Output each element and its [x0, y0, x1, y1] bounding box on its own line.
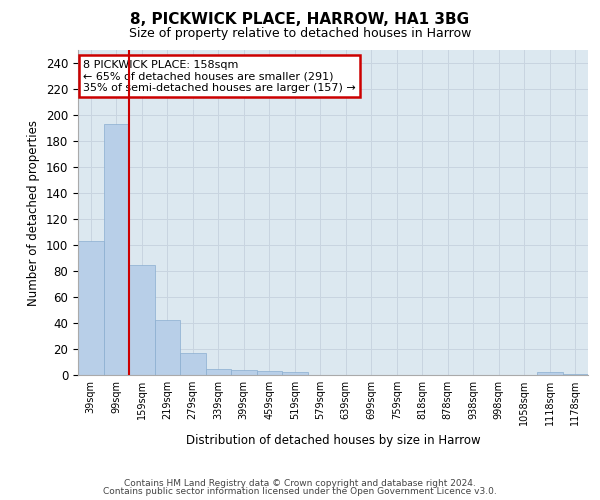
Bar — [231, 370, 257, 375]
Bar — [257, 371, 282, 375]
Bar — [155, 320, 180, 375]
Bar — [205, 368, 231, 375]
Bar — [282, 372, 308, 375]
Bar — [563, 374, 588, 375]
Bar — [180, 353, 205, 375]
X-axis label: Distribution of detached houses by size in Harrow: Distribution of detached houses by size … — [185, 434, 481, 446]
Text: 8 PICKWICK PLACE: 158sqm
← 65% of detached houses are smaller (291)
35% of semi-: 8 PICKWICK PLACE: 158sqm ← 65% of detach… — [83, 60, 356, 93]
Bar — [537, 372, 563, 375]
Text: Size of property relative to detached houses in Harrow: Size of property relative to detached ho… — [129, 28, 471, 40]
Text: Contains HM Land Registry data © Crown copyright and database right 2024.: Contains HM Land Registry data © Crown c… — [124, 478, 476, 488]
Bar — [78, 241, 104, 375]
Bar — [104, 124, 129, 375]
Bar — [129, 264, 155, 375]
Text: Contains public sector information licensed under the Open Government Licence v3: Contains public sector information licen… — [103, 487, 497, 496]
Text: 8, PICKWICK PLACE, HARROW, HA1 3BG: 8, PICKWICK PLACE, HARROW, HA1 3BG — [130, 12, 470, 28]
Y-axis label: Number of detached properties: Number of detached properties — [28, 120, 40, 306]
